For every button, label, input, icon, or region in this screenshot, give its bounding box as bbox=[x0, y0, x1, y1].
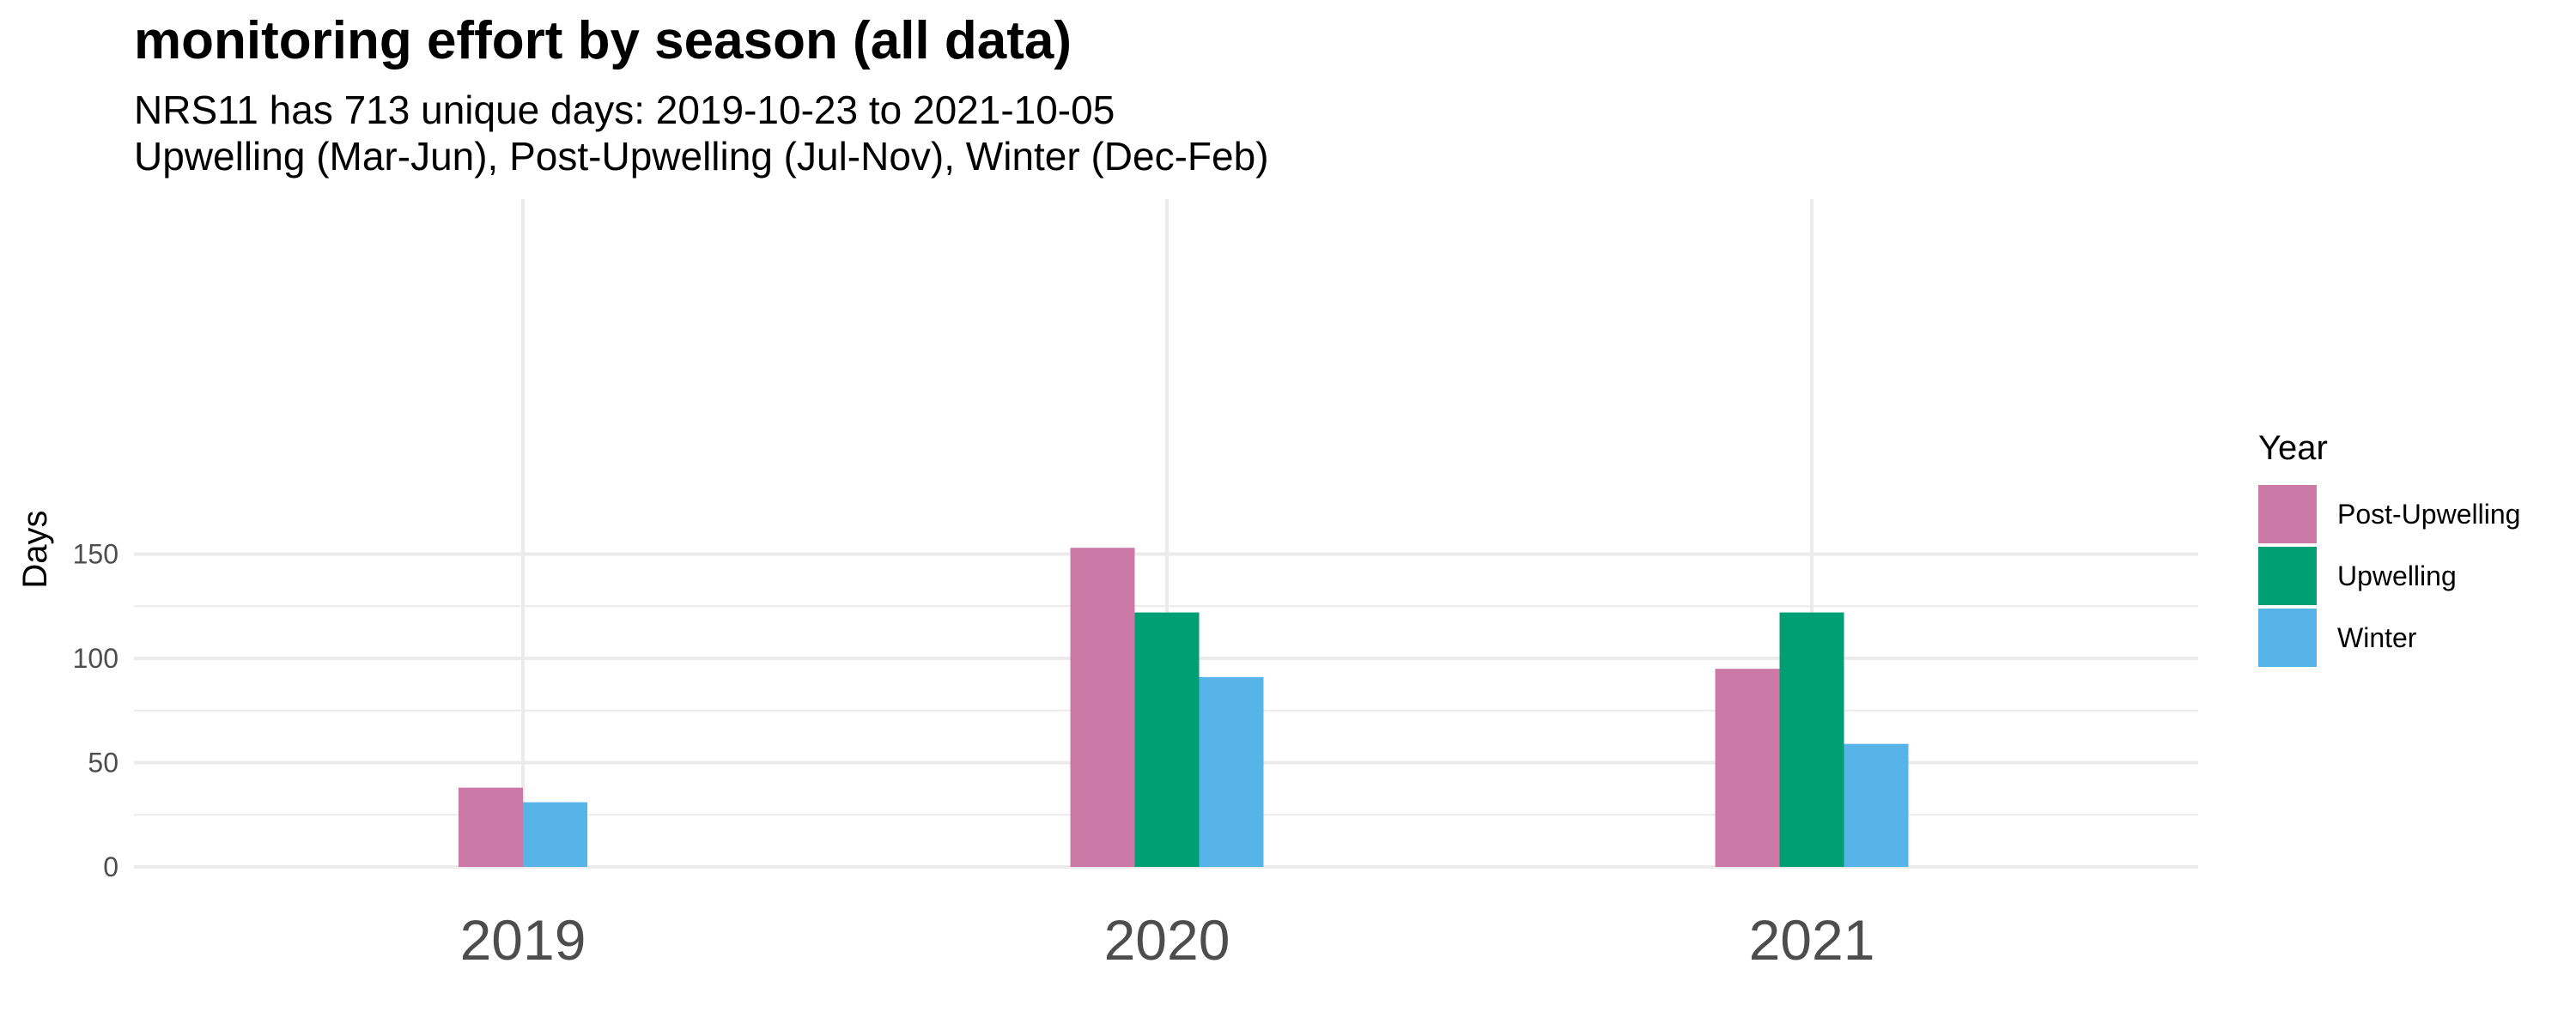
bar-upwelling-2021 bbox=[1779, 612, 1844, 867]
legend-label: Post-Upwelling bbox=[2337, 499, 2520, 530]
legend-label: Winter bbox=[2337, 622, 2417, 653]
y-tick-label: 100 bbox=[73, 643, 118, 674]
x-tick-label: 2020 bbox=[1104, 908, 1230, 972]
chart-title: monitoring effort by season (all data) bbox=[134, 11, 1072, 70]
bar-winter-2021 bbox=[1844, 743, 1909, 867]
x-tick-label: 2021 bbox=[1749, 908, 1875, 972]
bar-post-upwelling-2020 bbox=[1070, 548, 1135, 867]
y-tick-label: 0 bbox=[103, 851, 118, 882]
bar-upwelling-2020 bbox=[1134, 612, 1200, 867]
legend-swatch bbox=[2258, 609, 2317, 667]
chart-subtitle-line-2: Upwelling (Mar-Jun), Post-Upwelling (Jul… bbox=[134, 134, 1269, 179]
y-tick-label: 150 bbox=[73, 539, 118, 570]
legend-label: Upwelling bbox=[2337, 560, 2457, 591]
bar-winter-2020 bbox=[1199, 676, 1264, 867]
x-tick-label: 2019 bbox=[460, 908, 586, 972]
bar-post-upwelling-2019 bbox=[459, 787, 523, 867]
chart-subtitle-line-1: NRS11 has 713 unique days: 2019-10-23 to… bbox=[134, 88, 1115, 132]
legend-swatch bbox=[2258, 547, 2317, 605]
legend-swatch bbox=[2258, 485, 2317, 543]
legend: Year Post-Upwelling Upwelling Winter bbox=[2258, 429, 2520, 667]
y-tick-label: 50 bbox=[88, 748, 118, 779]
bar-winter-2019 bbox=[523, 802, 587, 867]
y-axis-label: Days bbox=[16, 510, 54, 588]
plot-area: 0 50 100 150 2019 2020 2021 bbox=[73, 199, 2198, 972]
legend-title: Year bbox=[2258, 429, 2328, 467]
bar-post-upwelling-2021 bbox=[1715, 669, 1780, 867]
